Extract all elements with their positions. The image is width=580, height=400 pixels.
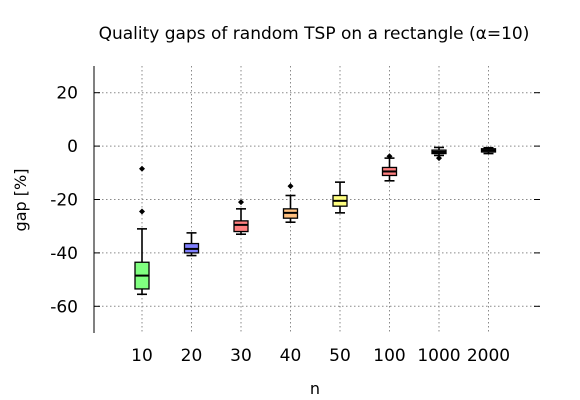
outlier-point xyxy=(436,155,442,162)
x-tick-label: 20 xyxy=(181,346,203,366)
grid-layer xyxy=(94,66,540,333)
box-group xyxy=(282,183,299,223)
box-iqr xyxy=(233,220,249,233)
x-ticks: 10 20 30 40 50 100 1000 2000 xyxy=(131,346,510,366)
box-group xyxy=(381,153,398,182)
box-group xyxy=(332,181,348,214)
box-group xyxy=(134,165,150,296)
y-tick-label: -20 xyxy=(50,191,78,211)
box-group xyxy=(183,232,200,257)
y-tick-label: 0 xyxy=(67,137,78,157)
x-tick-label: 10 xyxy=(131,346,153,366)
outlier-point xyxy=(139,208,145,215)
boxes xyxy=(134,146,497,296)
y-tick-label: -60 xyxy=(50,297,78,317)
y-axis-label: gap [%] xyxy=(11,169,30,232)
x-tick-label: 50 xyxy=(329,346,351,366)
outlier-point xyxy=(139,165,145,172)
x-tick-label: 40 xyxy=(280,346,302,366)
box-group xyxy=(233,199,249,236)
box-group xyxy=(480,146,497,155)
chart-title: Quality gaps of random TSP on a rectangl… xyxy=(99,24,530,44)
outlier-point xyxy=(287,183,294,190)
x-tick-label: 2000 xyxy=(467,346,510,366)
x-axis-label: n xyxy=(310,379,320,398)
x-tick-label: 100 xyxy=(373,346,405,366)
x-tick-label: 1000 xyxy=(417,346,460,366)
x-tick-label: 30 xyxy=(230,346,252,366)
outlier-point xyxy=(386,153,393,160)
box-group xyxy=(431,146,447,162)
y-ticks: 20 0 -20 -40 -60 xyxy=(50,84,540,317)
y-tick-label: 20 xyxy=(56,84,78,104)
outlier-point xyxy=(238,199,244,206)
y-tick-label: -40 xyxy=(50,244,78,264)
